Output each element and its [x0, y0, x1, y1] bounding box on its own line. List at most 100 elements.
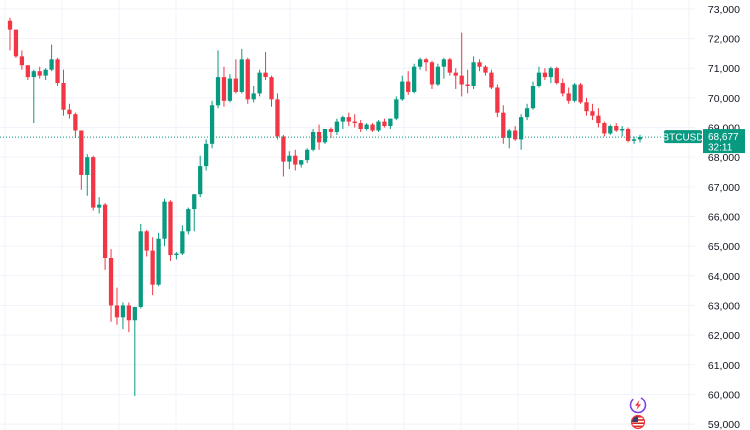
candle-body	[453, 72, 458, 76]
candle	[501, 105, 506, 144]
candle-body	[13, 29, 19, 57]
candle	[370, 123, 375, 132]
candle	[25, 65, 30, 81]
candle	[554, 66, 559, 85]
candle-series	[7, 17, 643, 396]
candle-body	[186, 209, 191, 232]
price-axis[interactable]: 59,000 60,000 61,000 62,000 63,000 64,000 65,0…	[708, 4, 740, 430]
candle-body	[548, 68, 553, 78]
candle	[471, 56, 476, 89]
candle	[257, 69, 262, 97]
candle-body	[637, 137, 643, 140]
candle-body	[489, 72, 494, 88]
candle	[162, 198, 167, 247]
candle-body	[55, 59, 60, 84]
candle	[400, 75, 405, 101]
candle	[620, 126, 625, 137]
candle	[382, 118, 387, 128]
candle	[334, 118, 340, 135]
symbol-tag-bg	[664, 130, 702, 144]
candle-body	[126, 305, 132, 321]
candle-body	[596, 115, 601, 124]
symbol-label: BTCUSD	[662, 133, 703, 144]
candle-body	[85, 157, 90, 175]
candle-body	[233, 78, 238, 92]
candle	[138, 223, 143, 309]
candle	[572, 83, 577, 103]
candle-body	[269, 77, 274, 100]
y-tick-label: 62,000	[708, 330, 740, 342]
candle-body	[79, 130, 84, 175]
candle-body	[180, 231, 185, 254]
candle	[584, 97, 589, 116]
candle	[233, 59, 238, 94]
candle-body	[394, 99, 399, 119]
candle-body	[620, 129, 625, 131]
y-tick-label: 59,000	[708, 419, 740, 430]
candle	[85, 154, 90, 196]
candle	[174, 252, 179, 260]
candle	[352, 114, 357, 128]
candle	[489, 69, 494, 89]
candle	[328, 127, 334, 138]
candle	[192, 194, 197, 232]
candle	[316, 124, 322, 150]
us-flag-icon[interactable]	[630, 414, 646, 430]
candle-body	[501, 112, 506, 138]
y-tick-label: 67,000	[708, 182, 740, 194]
candle	[144, 229, 149, 257]
candle	[596, 108, 601, 128]
candle	[637, 134, 643, 143]
grid-lines	[0, 0, 695, 430]
lightning-badge-icon[interactable]	[629, 396, 647, 414]
candle-body	[465, 84, 470, 86]
candle-body	[364, 124, 369, 129]
candle	[542, 68, 548, 81]
y-tick-label: 72,000	[708, 34, 740, 46]
candle-body	[209, 105, 215, 144]
candle	[524, 103, 530, 121]
candle	[513, 126, 518, 141]
candle-body	[447, 59, 452, 73]
candle	[49, 44, 54, 72]
candle-body	[19, 56, 25, 66]
candle-body	[536, 72, 542, 86]
candle	[55, 57, 60, 86]
candle-body	[102, 204, 108, 258]
candle-body	[293, 155, 298, 165]
candle	[459, 32, 464, 97]
candle-body	[477, 62, 482, 67]
candle	[310, 129, 316, 152]
y-tick-label: 73,000	[708, 4, 740, 16]
candle-body	[287, 155, 292, 162]
candle	[168, 200, 173, 261]
candle	[91, 155, 96, 211]
candle	[566, 87, 571, 104]
candle	[209, 100, 215, 149]
price-tag: 68,677 32:11	[703, 129, 745, 154]
candle	[590, 103, 595, 121]
candle-body	[513, 130, 518, 140]
candle-body	[322, 129, 328, 143]
y-tick-label: 65,000	[708, 241, 740, 253]
candle-body	[495, 87, 500, 113]
candle-body	[245, 59, 250, 100]
candle	[67, 103, 72, 119]
candle-body	[281, 136, 286, 162]
candle	[614, 123, 619, 132]
candle	[364, 123, 369, 131]
candle	[322, 129, 328, 144]
candle-body	[203, 143, 209, 167]
candle-body	[162, 201, 167, 239]
candle-body	[61, 83, 66, 110]
candle	[340, 115, 345, 129]
candle	[31, 69, 36, 124]
candle	[79, 130, 84, 190]
candle-body	[168, 201, 173, 256]
candle-body	[305, 149, 310, 161]
candle	[156, 232, 161, 287]
candle-body	[382, 121, 387, 127]
candle-body	[299, 160, 304, 165]
candle-body	[572, 84, 577, 101]
